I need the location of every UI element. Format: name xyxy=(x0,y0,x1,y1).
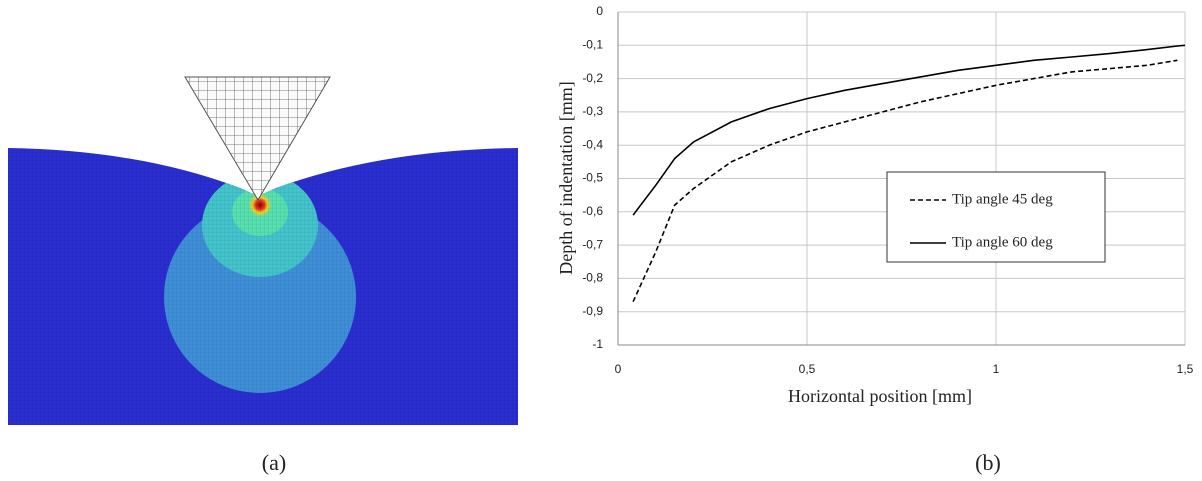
caption: (b) xyxy=(975,450,1001,475)
x-tick-label: 1,5 xyxy=(1177,362,1194,376)
y-tick-label: -0,9 xyxy=(582,304,603,318)
y-tick-label: 0 xyxy=(596,4,603,18)
y-tick-label: -0,2 xyxy=(582,71,603,85)
y-tick-label: -0,4 xyxy=(582,137,603,151)
y-tick-label: -0,1 xyxy=(582,37,603,51)
x-tick-label: 0,5 xyxy=(799,362,816,376)
legend-label: Tip angle 60 deg xyxy=(952,234,1053,250)
y-tick-label: -0,7 xyxy=(582,237,603,251)
y-tick-label: -1 xyxy=(592,337,603,351)
y-axis-label: Depth of indentation [mm] xyxy=(556,81,576,274)
y-tick-label: -0,8 xyxy=(582,271,603,285)
x-axis-label: Horizontal position [mm] xyxy=(788,386,972,406)
y-tick-label: -0,5 xyxy=(582,171,603,185)
y-tick-label: -0,3 xyxy=(582,104,603,118)
page: (a) (b) Horizontal position [mm] Depth o… xyxy=(0,0,1202,481)
caption: (a) xyxy=(262,450,286,475)
simulation-image xyxy=(8,77,518,425)
x-tick-label: 1 xyxy=(993,362,1000,376)
y-tick-label: -0,6 xyxy=(582,204,603,218)
legend-label: Tip angle 45 deg xyxy=(952,191,1053,207)
x-tick-label: 0 xyxy=(615,362,622,376)
figure: (a) (b) Horizontal position [mm] Depth o… xyxy=(0,0,1202,481)
